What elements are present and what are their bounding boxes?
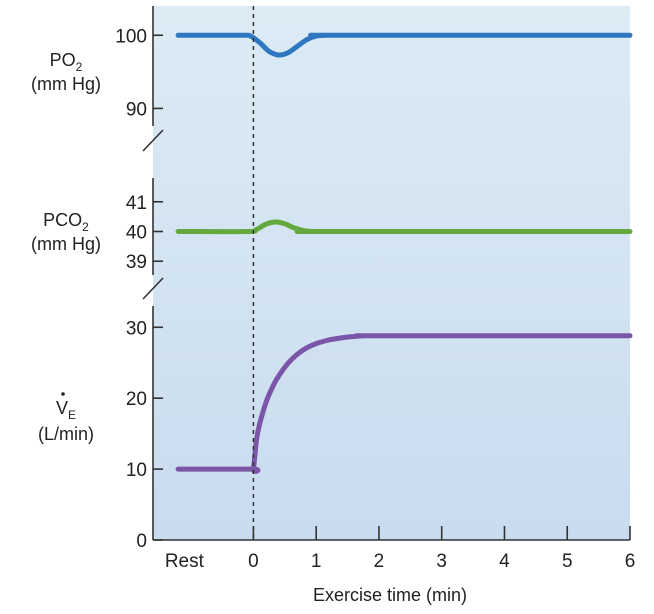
x-tick-label: 3 — [436, 551, 447, 572]
ve-y-tick-label: 0 — [136, 531, 147, 552]
ve-ticks: 0 10 20 30 — [126, 318, 163, 552]
ve-dot-accent — [61, 392, 65, 396]
plot-background — [153, 6, 630, 540]
x-tick-label: 2 — [374, 551, 385, 572]
ve-axis-label: VE — [56, 398, 76, 422]
po2-y-tick-label: 90 — [126, 99, 147, 120]
x-tick-label: 0 — [248, 551, 259, 572]
po2-label-sub: 2 — [76, 60, 83, 74]
pco2-line — [175, 219, 633, 235]
x-axis-title: Exercise time (min) — [313, 585, 467, 605]
x-tick-label: 4 — [499, 551, 510, 572]
ve-y-tick-label: 30 — [126, 318, 147, 339]
po2-ticks: 90 100 — [115, 26, 163, 120]
panel-pco2: PCO2 (mm Hg) 39 40 41 — [31, 178, 633, 300]
ve-y-tick-label: 10 — [126, 460, 147, 481]
po2-axis-unit: (mm Hg) — [31, 74, 101, 94]
ve-axis-unit: (L/min) — [38, 424, 94, 444]
pco2-label-main: PCO — [43, 210, 82, 230]
pco2-label-sub: 2 — [82, 220, 89, 234]
panel-ve: VE (L/min) 0 10 20 30 — [38, 306, 633, 552]
po2-line — [175, 32, 633, 58]
po2-label-main: PO — [50, 50, 76, 70]
pco2-axis-unit: (mm Hg) — [31, 234, 101, 254]
x-tick-label: 5 — [562, 551, 573, 572]
panel-po2: PO2 (mm Hg) 90 100 — [31, 6, 633, 152]
pco2-y-tick-label: 40 — [126, 223, 147, 244]
pco2-y-tick-label: 39 — [126, 252, 147, 273]
ve-label-main: V — [56, 398, 68, 418]
x-tick-label: 6 — [625, 551, 636, 572]
po2-axis-break — [142, 129, 164, 152]
pco2-ticks: 39 40 41 — [126, 193, 163, 273]
pco2-axis-label: PCO2 — [43, 210, 89, 234]
ve-y-tick-label: 20 — [126, 389, 147, 410]
po2-axis-label: PO2 — [50, 50, 83, 74]
po2-y-tick-label: 100 — [115, 26, 147, 47]
ve-label-sub: E — [68, 408, 76, 422]
pco2-y-tick-label: 41 — [126, 193, 147, 214]
x-tick-label: Rest — [165, 551, 205, 572]
pco2-axis-break — [142, 277, 164, 300]
x-tick-label: 1 — [311, 551, 322, 572]
ve-line — [175, 333, 633, 474]
